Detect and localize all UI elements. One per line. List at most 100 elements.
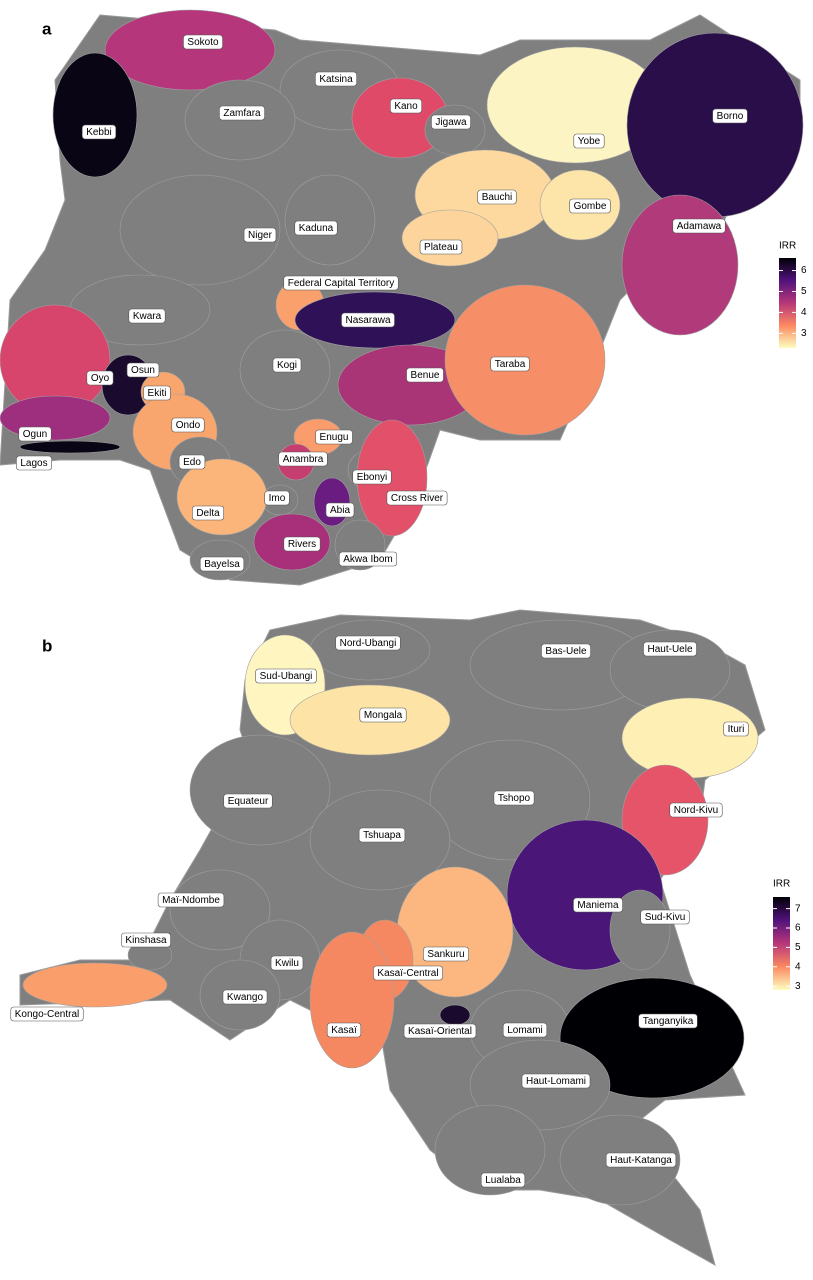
- region-label: Zamfara: [219, 105, 265, 121]
- region-name: Cross River: [391, 493, 444, 504]
- region-label: Kogi: [272, 357, 302, 373]
- region-name: Ituri: [728, 724, 745, 735]
- legend-tick-label: 6: [801, 265, 807, 276]
- region-name: Rivers: [288, 539, 316, 550]
- region-label: Yobe: [573, 133, 605, 149]
- region: [621, 194, 739, 336]
- label-box: [183, 34, 223, 50]
- region-label: Maniema: [573, 897, 623, 913]
- region-name: Kaduna: [299, 223, 334, 234]
- label-box: [521, 1073, 591, 1089]
- label-box: [16, 455, 52, 471]
- legend-tick-label: 7: [795, 903, 801, 914]
- region-name: Sokoto: [187, 37, 219, 48]
- panel-label: a: [42, 19, 52, 38]
- label-box: [283, 536, 321, 552]
- region-label: Ituri: [723, 721, 749, 737]
- region-label: Enugu: [315, 429, 353, 445]
- region-label: Kebbi: [81, 124, 117, 140]
- region-name: Lualaba: [485, 1175, 521, 1186]
- region-label: Imo: [264, 490, 290, 506]
- region-label: Delta: [192, 505, 224, 521]
- region-label: Sud-Kivu: [640, 909, 690, 925]
- label-box: [283, 275, 399, 291]
- region-name: Kasaï-Oriental: [408, 1026, 472, 1037]
- region-name: Haut-Lomami: [526, 1076, 586, 1087]
- region-label: Tanganyika: [638, 1013, 698, 1029]
- label-box: [335, 635, 401, 651]
- region-name: Ondo: [176, 420, 201, 431]
- label-box: [199, 556, 245, 572]
- legend-tick-label: 4: [795, 961, 801, 972]
- region-name: Abia: [330, 505, 350, 516]
- region-name: Katsina: [319, 74, 353, 85]
- region-name: Kwilu: [275, 958, 299, 969]
- region-name: Tshopo: [498, 793, 531, 804]
- region-name: Kwara: [133, 311, 162, 322]
- region-name: Edo: [183, 457, 201, 468]
- label-box: [373, 965, 443, 981]
- region-label: Kasaï-Central: [373, 965, 443, 981]
- region-name: Zamfara: [223, 108, 261, 119]
- region-label: Kwara: [128, 308, 166, 324]
- region-name: Benue: [411, 370, 440, 381]
- panel-label: b: [42, 636, 52, 655]
- region-name: Niger: [248, 230, 273, 241]
- region: [621, 697, 759, 779]
- label-box: [315, 71, 357, 87]
- label-box: [272, 357, 302, 373]
- region-label: Maï-Ndombe: [157, 892, 225, 908]
- region-name: Kebbi: [86, 127, 112, 138]
- region: [439, 1004, 471, 1026]
- label-box: [326, 1022, 362, 1038]
- region-name: Kano: [394, 101, 418, 112]
- region-label: Akwa Ibom: [338, 551, 398, 567]
- label-box: [672, 218, 726, 234]
- region-label: Edo: [178, 454, 206, 470]
- region-name: Lomami: [507, 1025, 543, 1036]
- region-label: Bauchi: [477, 189, 517, 205]
- label-box: [255, 668, 317, 684]
- region-name: Borno: [717, 111, 744, 122]
- region-label: Kaduna: [294, 220, 338, 236]
- label-box: [126, 362, 160, 378]
- label-box: [243, 227, 277, 243]
- legend-tick-label: 3: [795, 981, 801, 992]
- region-label: Ogun: [18, 426, 52, 442]
- label-box: [569, 198, 611, 214]
- region: [52, 52, 138, 178]
- label-box: [219, 105, 265, 121]
- region-label: Osun: [126, 362, 160, 378]
- label-box: [638, 1013, 698, 1029]
- region-label: Sud-Ubangi: [255, 668, 317, 684]
- legend-tick-label: 4: [801, 307, 807, 318]
- region-name: Nord-Ubangi: [340, 638, 397, 649]
- label-box: [264, 490, 290, 506]
- legend-bar: [773, 897, 790, 990]
- region-label: Bayelsa: [199, 556, 245, 572]
- region-label: Kongo-Central: [10, 1006, 84, 1022]
- region-name: Kongo-Central: [15, 1009, 79, 1020]
- label-box: [502, 1022, 548, 1038]
- region-name: Yobe: [578, 136, 601, 147]
- region-name: Anambra: [283, 454, 324, 465]
- region-name: Sud-Ubangi: [260, 671, 313, 682]
- region-name: Enugu: [320, 432, 349, 443]
- region-name: Sud-Kivu: [645, 912, 686, 923]
- region: [434, 1104, 546, 1196]
- label-box: [359, 707, 407, 723]
- region-label: Niger: [243, 227, 277, 243]
- region-name: Haut-Uele: [647, 644, 692, 655]
- region-name: Ebonyi: [357, 472, 388, 483]
- region-name: Bayelsa: [204, 559, 240, 570]
- label-box: [390, 98, 422, 114]
- label-box: [573, 133, 605, 149]
- legend-title: IRR: [779, 241, 796, 252]
- region-name: Mongala: [364, 710, 403, 721]
- label-box: [480, 1172, 526, 1188]
- region-name: Kasaï-Central: [377, 968, 438, 979]
- region-name: Bas-Uele: [545, 646, 587, 657]
- label-box: [643, 641, 697, 657]
- region-name: Ogun: [23, 429, 47, 440]
- region: [0, 395, 111, 441]
